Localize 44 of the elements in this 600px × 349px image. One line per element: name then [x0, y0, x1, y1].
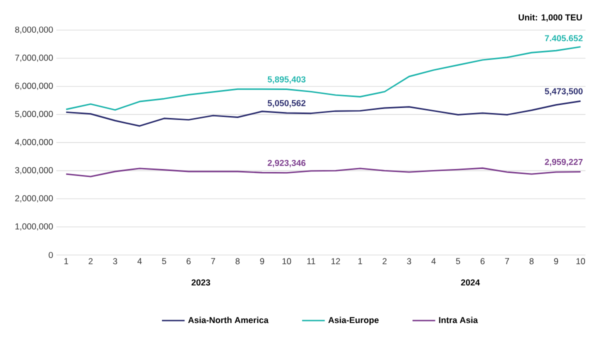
y-tick-label: 7,000,000 — [15, 54, 53, 62]
y-tick-label: 5,000,000 — [15, 110, 53, 118]
x-tick-label: 8 — [236, 258, 240, 264]
x-tick-label: 4 — [431, 258, 436, 264]
data-label: 5,050,562 — [268, 100, 306, 108]
y-tick-label: 2,000,000 — [15, 195, 53, 202]
x-tick-label: 4 — [137, 258, 142, 264]
y-tick-label: 6,000,000 — [15, 82, 53, 90]
legend-label: Asia-North America — [188, 316, 269, 324]
x-tick-label: 7 — [211, 258, 216, 264]
legend-label: Asia-Europe — [328, 316, 379, 325]
x-tick-label: 6 — [186, 258, 191, 264]
x-tick-label: 2 — [382, 258, 387, 264]
y-tick-label: 1,000,000 — [15, 223, 53, 230]
data-label: 7.405.652 — [544, 35, 583, 42]
x-tick-label: 5 — [162, 258, 166, 264]
text: Unit: 1,000 TEU — [518, 14, 582, 22]
y-tick-label: 8,000,000 — [15, 26, 53, 34]
x-tick-label: 12 — [331, 258, 340, 264]
data-label: 5,473,500 — [544, 88, 583, 96]
x-tick-label: 5 — [456, 258, 460, 264]
line-series — [65, 100, 582, 127]
y-tick-label: 4,000,000 — [14, 139, 53, 146]
x-tick-label: 1 — [64, 258, 68, 264]
data-label: 5,895,403 — [268, 76, 306, 84]
x-tick-label: 9 — [554, 258, 558, 264]
x-tick-label: 3 — [113, 258, 118, 264]
x-tick-label: 3 — [407, 258, 412, 264]
text: 2024 — [461, 279, 480, 286]
data-label: 2,959,227 — [544, 158, 583, 166]
y-tick-label: 3,000,000 — [15, 167, 53, 174]
x-tick-label: 10 — [282, 258, 292, 264]
x-tick-label: 7 — [505, 258, 510, 264]
legend-label: Intra Asia — [439, 316, 478, 324]
x-tick-label: 1 — [358, 258, 362, 264]
x-tick-label: 10 — [576, 258, 586, 264]
x-tick-label: 6 — [480, 258, 485, 264]
text: 2023 — [192, 279, 210, 286]
data-label: 2,923,346 — [268, 160, 306, 168]
x-tick-label: 9 — [260, 258, 264, 264]
x-tick-label: 11 — [307, 258, 316, 264]
y-tick-label: 0 — [48, 252, 53, 258]
x-tick-label: 2 — [88, 258, 93, 264]
x-tick-label: 8 — [530, 258, 534, 264]
